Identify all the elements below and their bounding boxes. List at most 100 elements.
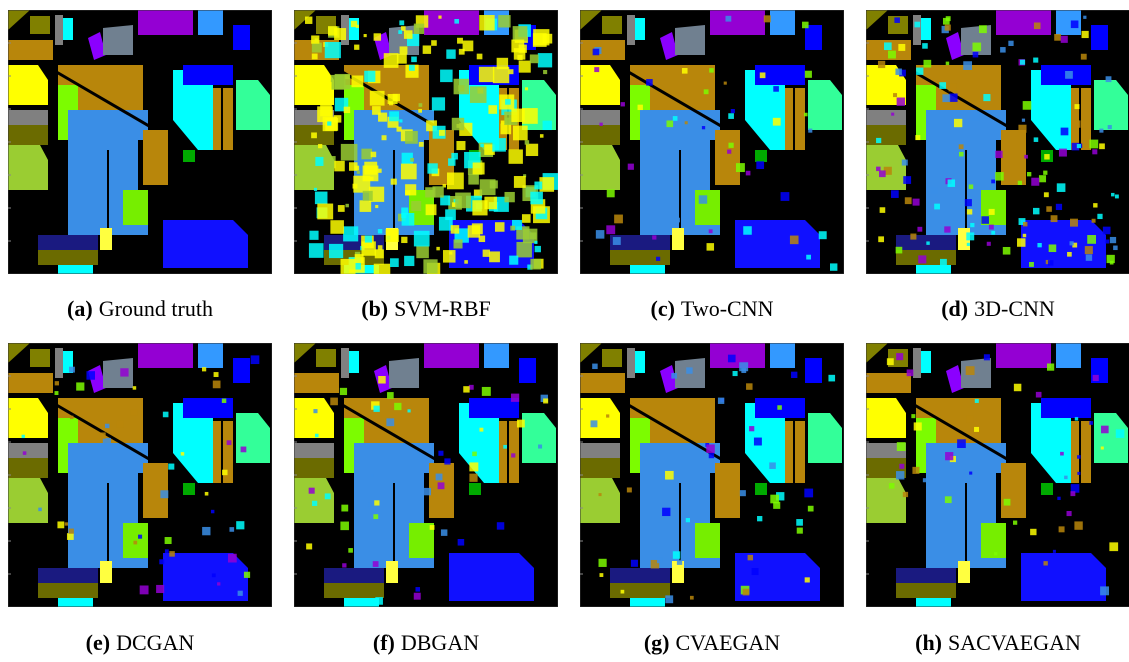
- noise-pixel: [516, 242, 531, 257]
- noise-pixel: [473, 163, 485, 175]
- noise-pixel: [340, 388, 347, 395]
- noise-pixel: [966, 232, 974, 240]
- noise-pixel: [1109, 542, 1118, 551]
- noise-pixel: [1057, 183, 1066, 192]
- map-image: [8, 343, 272, 607]
- noise-pixel: [480, 144, 483, 147]
- noise-pixel: [538, 53, 552, 67]
- noise-pixel: [1073, 120, 1080, 127]
- caption-letter: (a): [67, 296, 93, 321]
- noise-pixel: [907, 369, 914, 376]
- noise-pixel: [313, 73, 323, 83]
- noise-pixel: [1036, 392, 1042, 398]
- noise-pixel: [1074, 521, 1082, 529]
- noise-pixel: [497, 522, 504, 529]
- noise-pixel: [879, 170, 886, 177]
- noise-pixel: [1074, 104, 1079, 109]
- noise-pixel: [1004, 499, 1011, 506]
- noise-pixel: [743, 226, 752, 235]
- noise-pixel: [505, 99, 511, 105]
- noise-pixel: [981, 216, 989, 224]
- noise-pixel: [205, 492, 209, 496]
- noise-pixel: [343, 226, 358, 241]
- noise-pixel: [511, 40, 524, 53]
- caption-letter: (f): [373, 630, 395, 655]
- noise-pixel: [388, 94, 398, 104]
- noise-pixel: [538, 445, 542, 449]
- noise-pixel: [469, 474, 477, 482]
- page: (a)Ground truth(b)SVM-RBF(c)Two-CNN(d)3D…: [0, 0, 1129, 662]
- noise-pixel: [423, 45, 431, 53]
- noise-pixel: [797, 528, 803, 534]
- noise-pixel: [469, 462, 478, 471]
- noise-pixel: [330, 220, 344, 234]
- noise-pixel: [878, 61, 885, 68]
- noise-pixel: [69, 367, 75, 373]
- noise-pixel: [876, 167, 880, 171]
- noise-pixel: [525, 140, 529, 144]
- noise-pixel: [498, 15, 510, 27]
- noise-pixel: [954, 119, 962, 127]
- noise-pixel: [736, 163, 745, 172]
- noise-pixel: [940, 259, 947, 266]
- map-image: [8, 10, 272, 274]
- noise-pixel: [23, 451, 27, 455]
- noise-pixel: [368, 502, 372, 506]
- noise-pixel: [806, 255, 811, 260]
- noise-pixel: [103, 438, 111, 446]
- noise-pixel: [1037, 243, 1041, 247]
- noise-pixel: [312, 54, 318, 60]
- noise-pixel: [819, 231, 827, 239]
- noise-pixel: [470, 86, 487, 103]
- noise-pixel: [501, 124, 512, 135]
- classification-map: [866, 343, 1129, 607]
- noise-pixel: [969, 184, 973, 188]
- noise-pixel: [923, 60, 931, 68]
- noise-pixel: [458, 539, 465, 546]
- noise-pixel: [405, 184, 416, 195]
- noise-pixel: [989, 225, 994, 230]
- noise-pixel: [760, 72, 766, 78]
- noise-pixel: [1082, 31, 1089, 38]
- noise-pixel: [1064, 476, 1067, 479]
- noise-pixel: [222, 399, 226, 403]
- noise-pixel: [472, 452, 477, 457]
- noise-pixel: [325, 493, 331, 499]
- noise-pixel: [228, 554, 237, 563]
- noise-pixel: [887, 358, 894, 365]
- noise-pixel: [914, 22, 920, 28]
- noise-pixel: [371, 152, 377, 158]
- noise-pixel: [1101, 446, 1104, 449]
- noise-pixel: [756, 161, 764, 169]
- noise-pixel: [973, 52, 979, 58]
- noise-pixel: [213, 381, 221, 389]
- noise-pixel: [463, 41, 474, 52]
- noise-pixel: [599, 573, 603, 577]
- noise-pixel: [1027, 172, 1031, 176]
- noise-pixel: [896, 247, 903, 254]
- noise-pixel: [591, 420, 598, 427]
- noise-pixel: [1081, 54, 1087, 60]
- noise-pixel: [665, 471, 674, 480]
- noise-pixel: [948, 179, 955, 186]
- noise-pixel: [802, 22, 809, 29]
- noise-pixel: [463, 386, 469, 392]
- noise-pixel: [911, 414, 915, 418]
- noise-pixel: [1077, 144, 1081, 148]
- noise-pixel: [728, 355, 736, 363]
- noise-pixel: [477, 54, 483, 60]
- noise-pixel: [897, 98, 905, 106]
- noise-pixel: [360, 200, 372, 212]
- noise-pixel: [1048, 260, 1053, 265]
- noise-pixel: [754, 438, 762, 446]
- noise-pixel: [374, 500, 379, 505]
- noise-pixel: [899, 464, 904, 469]
- noise-pixel: [1034, 137, 1039, 142]
- noise-pixel: [241, 447, 247, 453]
- noise-pixel: [828, 375, 835, 382]
- noise-pixel: [1107, 255, 1115, 263]
- noise-pixel: [503, 445, 507, 449]
- noise-pixel: [419, 103, 423, 107]
- noise-pixel: [163, 412, 169, 418]
- noise-pixel: [957, 439, 966, 448]
